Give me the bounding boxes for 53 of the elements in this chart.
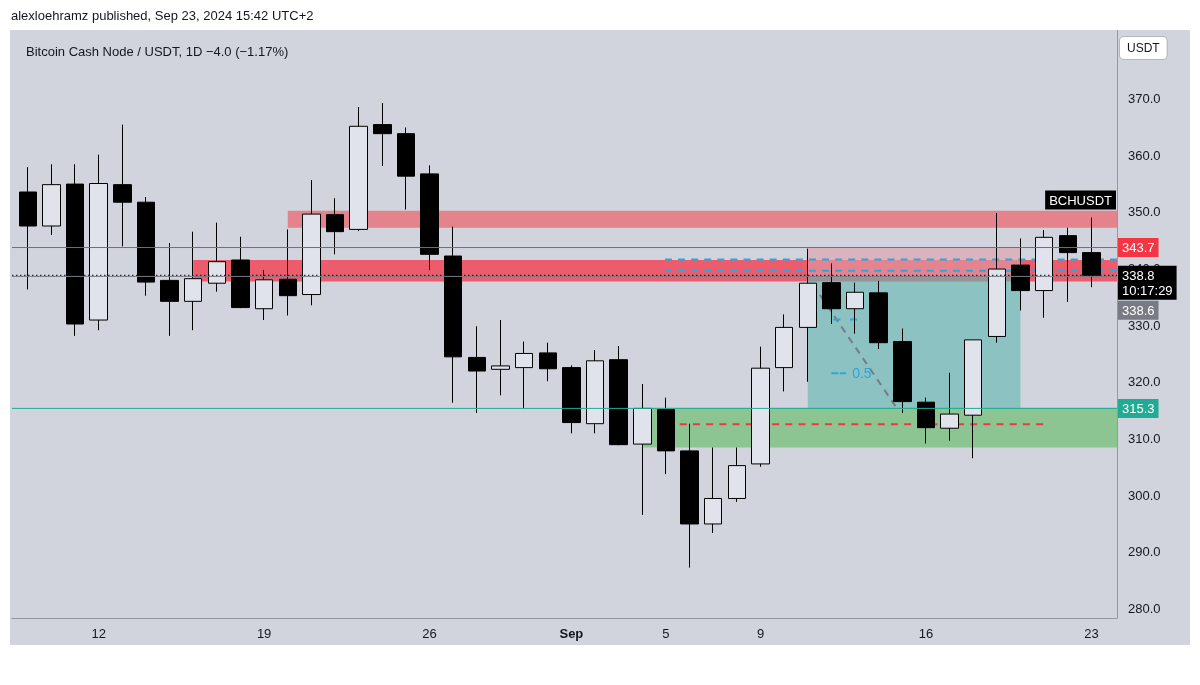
candlestick — [633, 383, 652, 516]
candlestick — [397, 126, 415, 211]
candlestick — [893, 328, 912, 414]
candlestick — [869, 280, 888, 350]
candlestick — [917, 397, 935, 445]
y-tick-label: 360.0 — [1128, 147, 1161, 163]
candlestick — [113, 124, 132, 247]
ref-line-label: 338.8 10:17:29 — [1122, 267, 1173, 298]
ref-line-label: 315.3 — [1122, 400, 1155, 416]
ref-line-label: 343.7 — [1122, 240, 1155, 256]
y-tick-label: 310.0 — [1128, 430, 1161, 446]
candlestick — [964, 339, 982, 459]
candlestick — [539, 342, 557, 382]
y-tick-label: 300.0 — [1128, 487, 1161, 503]
candlestick — [728, 446, 746, 503]
x-tick-label: 23 — [1084, 626, 1099, 641]
candlestick — [586, 349, 604, 434]
candlestick — [491, 319, 510, 396]
candlestick — [326, 197, 344, 255]
y-tick-label: 320.0 — [1128, 374, 1161, 390]
text: Bitcoin Cash Node / USDT, 1D −4.0 (−1.17%) — [26, 44, 289, 59]
y-axis-title: USDT — [1127, 41, 1161, 55]
text: alexloehramz published, Sep 23, 2024 15:42 UTC+2 — [11, 8, 314, 23]
y-tick-label: 350.0 — [1128, 204, 1161, 220]
y-tick-label: 330.0 — [1128, 317, 1161, 333]
y-tick-label: 290.0 — [1128, 544, 1161, 560]
series-label: 0.5 — [852, 365, 872, 382]
candlestick — [775, 313, 793, 392]
candlestick — [373, 102, 392, 167]
candlestick — [349, 106, 368, 232]
candlestick — [704, 446, 722, 534]
x-tick-label: 26 — [422, 626, 437, 641]
candlestick — [846, 282, 864, 335]
text: BCHUSDT — [1049, 192, 1113, 208]
y-tick-label: 280.0 — [1128, 600, 1161, 616]
candlestick — [657, 397, 675, 475]
x-tick-label: 9 — [756, 626, 765, 641]
candlestick — [420, 164, 439, 271]
y-tick-label: 370.0 — [1128, 91, 1161, 107]
candlestick — [42, 163, 61, 236]
ref-line-label: 338.6 — [1122, 302, 1155, 318]
x-tick-label: 5 — [662, 626, 670, 641]
candlestick — [680, 423, 699, 569]
x-tick-label: Sep — [559, 626, 584, 641]
candlestick — [940, 372, 959, 442]
candlestick — [515, 341, 533, 409]
x-tick-label: 19 — [256, 626, 272, 641]
candlestick — [751, 346, 770, 468]
candlestick — [468, 325, 486, 414]
candlestick — [562, 364, 581, 434]
x-tick-label: 12 — [91, 626, 106, 641]
candlestick — [609, 345, 628, 446]
x-tick-label: 16 — [918, 626, 934, 641]
